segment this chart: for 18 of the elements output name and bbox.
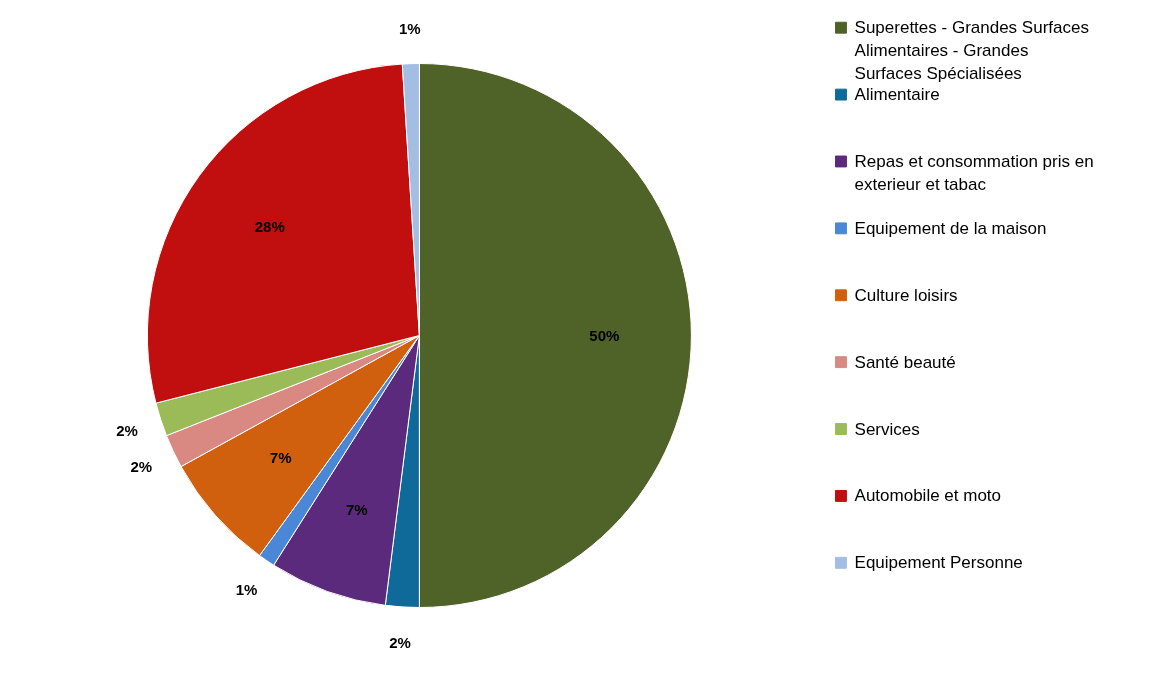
data-label: 7% [269, 449, 292, 467]
data-label: 2% [389, 633, 411, 651]
data-label: 7% [345, 501, 368, 519]
data-label: 50% [589, 327, 620, 344]
legend-label: Alimentaire [854, 85, 940, 105]
legend-label: Repas et consommation pris en exterieur et tabac [854, 151, 1094, 194]
legend-label: Equipement Personne [854, 553, 1023, 573]
data-label: 2% [116, 421, 138, 439]
data-label: 28% [254, 218, 285, 236]
legend-label: Superettes - Grandes Surfaces Alimentaires - Grandes Surfaces Spécialisées [854, 18, 1089, 83]
legend-label: Culture loisirs [854, 285, 958, 305]
legend-label: Santé beauté [854, 352, 956, 372]
data-label: 1% [398, 19, 421, 37]
data-label: 1% [235, 581, 258, 599]
legend-label: Services [854, 419, 920, 439]
data-label: 2% [130, 457, 153, 475]
legend-label: Equipement de la maison [854, 218, 1047, 238]
legend-label: Automobile et moto [854, 486, 1002, 506]
